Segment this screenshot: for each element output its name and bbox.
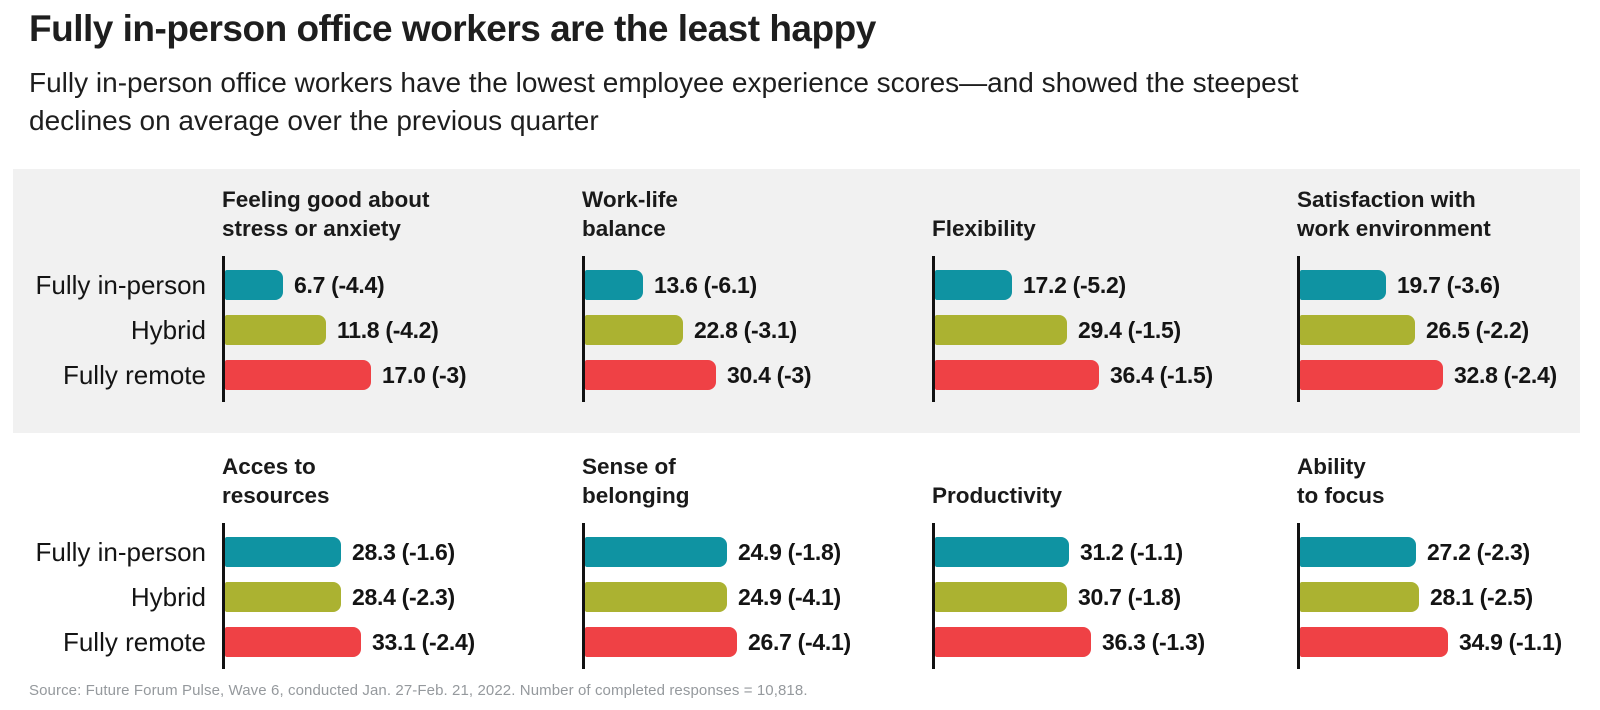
value-label: 34.9 (-1.1) <box>1459 629 1562 655</box>
chart-title-line: belonging <box>582 483 690 508</box>
chart-title: Feeling good about stress or anxiety <box>222 167 557 243</box>
value-label: 17.2 (-5.2) <box>1023 272 1126 298</box>
bar-fully-in-person <box>935 270 1012 300</box>
chart-title-line: to focus <box>1297 483 1385 508</box>
value-label: 26.5 (-2.2) <box>1426 317 1529 343</box>
chart-title-line: Ability <box>1297 454 1366 479</box>
axis-line <box>222 523 225 669</box>
chart-title-line: work environment <box>1297 216 1491 241</box>
bar-hybrid <box>935 582 1067 612</box>
bar-fully-in-person <box>225 537 341 567</box>
bar-hybrid <box>1300 582 1419 612</box>
bar-fully-remote <box>225 360 371 390</box>
chart-title-line: Satisfaction with <box>1297 187 1476 212</box>
value-label: 33.1 (-2.4) <box>372 629 475 655</box>
bar-hybrid <box>935 315 1067 345</box>
value-label: 28.3 (-1.6) <box>352 539 455 565</box>
value-label: 30.4 (-3) <box>727 362 812 388</box>
chart-title-line: Flexibility <box>932 216 1036 241</box>
group-label-fully-remote: Fully remote <box>62 627 206 657</box>
bar-fully-remote <box>585 627 737 657</box>
bar-hybrid <box>585 582 727 612</box>
bar-fully-in-person <box>935 537 1069 567</box>
axis-line <box>932 523 935 669</box>
bar-fully-remote <box>225 627 361 657</box>
chart-title-line: Sense of <box>582 454 676 479</box>
chart-title-line: Work-life <box>582 187 678 212</box>
chart-title: Productivity <box>932 434 1267 510</box>
page-subtitle-line-2: declines on average over the previous qu… <box>29 105 599 136</box>
bar-fully-remote <box>1300 627 1448 657</box>
bar-hybrid <box>225 582 341 612</box>
chart-title-line: Acces to <box>222 454 316 479</box>
chart-title: Ability to focus <box>1297 434 1600 510</box>
chart-title-line: balance <box>582 216 666 241</box>
value-label: 32.8 (-2.4) <box>1454 362 1557 388</box>
page-title: Fully in-person office workers are the l… <box>29 8 876 49</box>
bar-fully-remote <box>935 627 1091 657</box>
group-label-hybrid: Hybrid <box>130 315 206 345</box>
bar-hybrid <box>585 315 683 345</box>
axis-line <box>582 256 585 402</box>
value-label: 29.4 (-1.5) <box>1078 317 1181 343</box>
chart-title: Acces to resources <box>222 434 557 510</box>
value-label: 31.2 (-1.1) <box>1080 539 1183 565</box>
value-label: 28.4 (-2.3) <box>352 584 455 610</box>
bar-fully-in-person <box>585 270 643 300</box>
bar-fully-in-person <box>585 537 727 567</box>
bar-fully-in-person <box>225 270 283 300</box>
value-label: 6.7 (-4.4) <box>294 272 385 298</box>
chart-title: Work-life balance <box>582 167 917 243</box>
bar-fully-remote <box>935 360 1099 390</box>
axis-line <box>1297 523 1300 669</box>
group-label-fully-in-person: Fully in-person <box>35 537 206 567</box>
value-label: 13.6 (-6.1) <box>654 272 757 298</box>
chart-title: Satisfaction with work environment <box>1297 167 1600 243</box>
value-label: 19.7 (-3.6) <box>1397 272 1500 298</box>
axis-line <box>582 523 585 669</box>
axis-line <box>1297 256 1300 402</box>
chart-title-line: Productivity <box>932 483 1063 508</box>
bar-fully-remote <box>1300 360 1443 390</box>
chart-title: Flexibility <box>932 167 1267 243</box>
bar-hybrid <box>225 315 326 345</box>
value-label: 36.3 (-1.3) <box>1102 629 1205 655</box>
value-label: 24.9 (-4.1) <box>738 584 841 610</box>
chart-title: Sense of belonging <box>582 434 917 510</box>
bar-fully-in-person <box>1300 537 1416 567</box>
bar-fully-remote <box>585 360 716 390</box>
chart-title-line: resources <box>222 483 330 508</box>
value-label: 28.1 (-2.5) <box>1430 584 1533 610</box>
value-label: 26.7 (-4.1) <box>748 629 851 655</box>
bar-hybrid <box>1300 315 1415 345</box>
value-label: 24.9 (-1.8) <box>738 539 841 565</box>
value-label: 30.7 (-1.8) <box>1078 584 1181 610</box>
chart-title-line: stress or anxiety <box>222 216 401 241</box>
page-subtitle: Fully in-person office workers have the … <box>29 64 1299 140</box>
source-note: Source: Future Forum Pulse, Wave 6, cond… <box>29 682 808 699</box>
group-label-fully-in-person: Fully in-person <box>35 270 206 300</box>
group-label-fully-remote: Fully remote <box>62 360 206 390</box>
axis-line <box>932 256 935 402</box>
group-label-hybrid: Hybrid <box>130 582 206 612</box>
page-subtitle-line-1: Fully in-person office workers have the … <box>29 67 1299 98</box>
chart-title-line: Feeling good about <box>222 187 430 212</box>
value-label: 36.4 (-1.5) <box>1110 362 1213 388</box>
axis-line <box>222 256 225 402</box>
value-label: 27.2 (-2.3) <box>1427 539 1530 565</box>
value-label: 17.0 (-3) <box>382 362 467 388</box>
bar-fully-in-person <box>1300 270 1386 300</box>
value-label: 22.8 (-3.1) <box>694 317 797 343</box>
value-label: 11.8 (-4.2) <box>337 317 439 343</box>
